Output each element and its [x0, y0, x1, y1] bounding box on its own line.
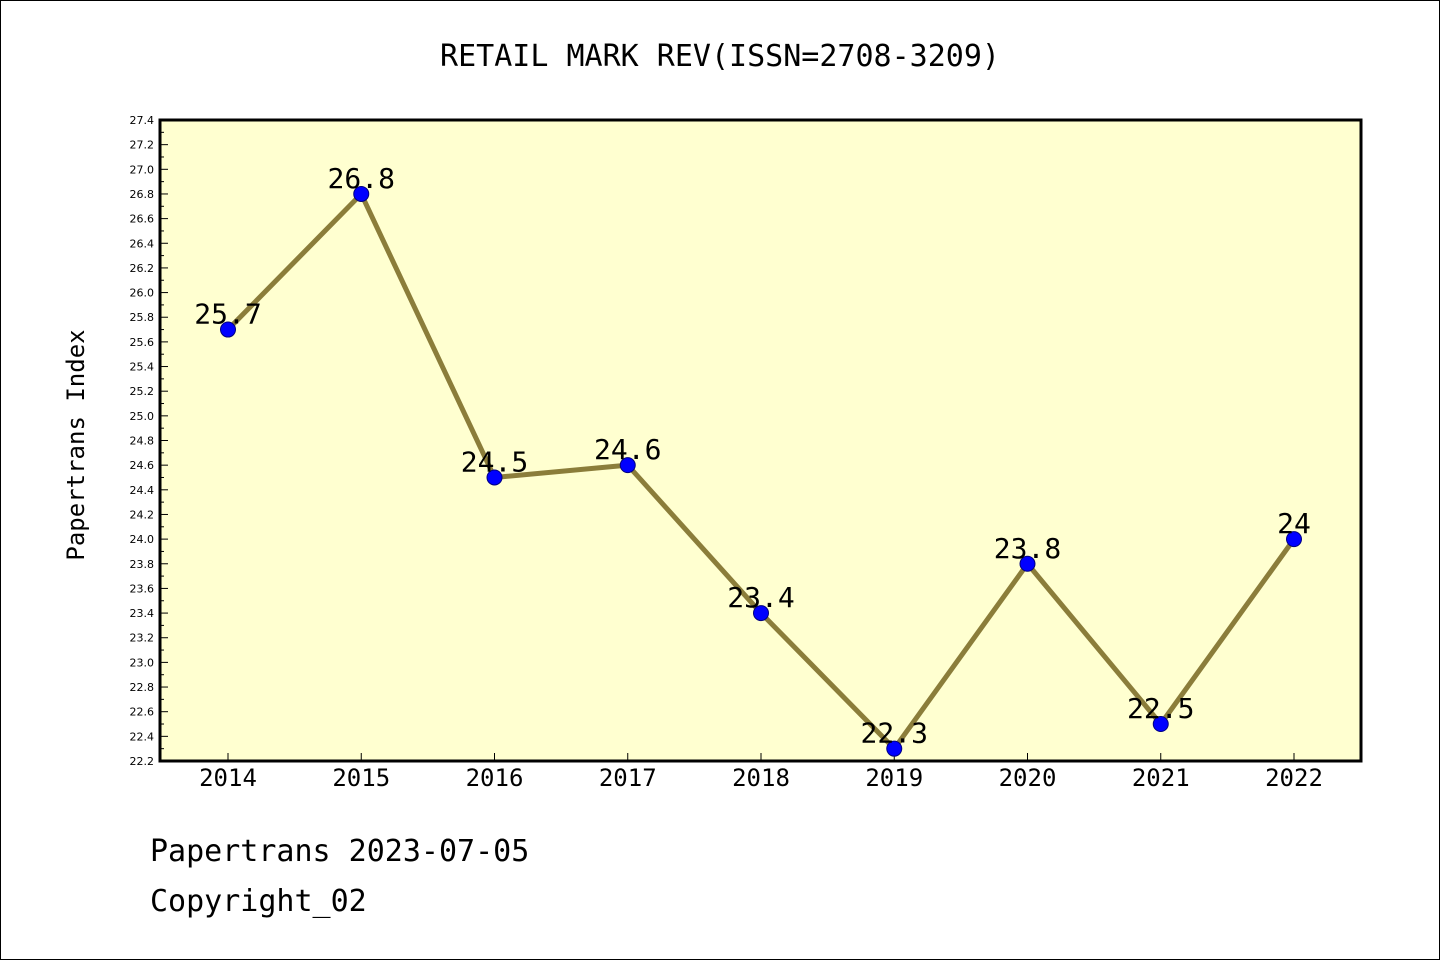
data-point [1152, 716, 1169, 733]
x-tick-label: 2015 [332, 764, 390, 792]
y-axis-label: Papertrans Index [62, 329, 90, 560]
data-labels: 25.7 26.8 24.5 24.6 23.4 22.3 23.8 22.5 24 [194, 162, 1311, 750]
data-point [753, 605, 769, 622]
x-tick-label: 2017 [599, 764, 657, 792]
y-tick-label: 26.2 [130, 262, 155, 275]
y-tick-label: 23.2 [130, 632, 155, 645]
y-tick-label: 22.4 [130, 730, 155, 743]
y-tick-label: 24.0 [130, 533, 155, 546]
y-tick-label: 26.6 [130, 213, 155, 226]
y-tick-label: 26.0 [130, 287, 155, 300]
data-point [619, 457, 636, 474]
data-point [1286, 531, 1302, 548]
y-tick-label: 22.8 [130, 681, 155, 694]
data-label: 22.5 [1127, 692, 1194, 725]
data-point [486, 469, 503, 486]
x-tick-label: 2019 [865, 764, 923, 792]
y-tick-label: 25.2 [130, 385, 155, 398]
y-tick-label: 24.2 [130, 508, 155, 521]
data-point [220, 321, 236, 338]
y-tick-label: 23.6 [130, 582, 155, 595]
data-label: 24.5 [461, 445, 528, 478]
y-axis-ticks: 22.2 22.4 22.6 22.8 23.0 23.2 23.4 23.6 23.8 24.0… [130, 114, 168, 768]
y-tick-label: 23.0 [130, 656, 155, 669]
y-tick-label: 25.0 [130, 410, 155, 423]
data-label: 25.7 [194, 298, 261, 331]
y-tick-label: 26.4 [130, 237, 155, 250]
y-tick-label: 22.6 [130, 706, 155, 719]
series-layer [220, 185, 1302, 757]
data-point [1019, 555, 1036, 572]
footer-date-text: Papertrans 2023-07-05 [150, 834, 530, 869]
data-point [886, 740, 903, 757]
data-label: 24.6 [594, 433, 661, 466]
data-label: 23.4 [727, 581, 794, 614]
y-tick-label: 23.8 [130, 558, 155, 571]
x-tick-label: 2022 [1265, 764, 1323, 792]
x-tick-label: 2018 [732, 764, 790, 792]
data-point [353, 185, 370, 202]
data-label: 26.8 [328, 162, 395, 195]
footer-copyright-text: Copyright_02 [150, 884, 367, 919]
chart-title: RETAIL MARK REV(ISSN=2708-3209) [440, 39, 1000, 74]
data-label: 24 [1277, 507, 1311, 540]
x-tick-label: 2016 [466, 764, 524, 792]
data-label: 22.3 [861, 717, 928, 750]
y-tick-label: 26.8 [130, 188, 155, 201]
y-tick-label: 27.0 [130, 163, 155, 176]
y-tick-label: 24.6 [130, 459, 155, 472]
y-tick-label: 25.8 [130, 311, 155, 324]
y-tick-label: 23.4 [130, 607, 155, 620]
data-label: 23.8 [994, 532, 1061, 565]
x-tick-label: 2020 [999, 764, 1057, 792]
x-tick-label: 2021 [1132, 764, 1190, 792]
y-tick-label: 27.2 [130, 139, 155, 152]
y-tick-label: 25.4 [130, 361, 155, 374]
y-tick-label: 24.8 [130, 435, 155, 448]
plot-area [158, 118, 1363, 763]
y-tick-label: 25.6 [130, 336, 155, 349]
x-tick-label: 2014 [199, 764, 257, 792]
y-tick-label: 27.4 [130, 114, 155, 127]
x-axis-ticks: 2014 2015 2016 2017 2018 2019 2020 2021 2022 [199, 753, 1323, 792]
y-tick-label: 22.2 [130, 755, 155, 768]
y-tick-label: 24.4 [130, 484, 155, 497]
